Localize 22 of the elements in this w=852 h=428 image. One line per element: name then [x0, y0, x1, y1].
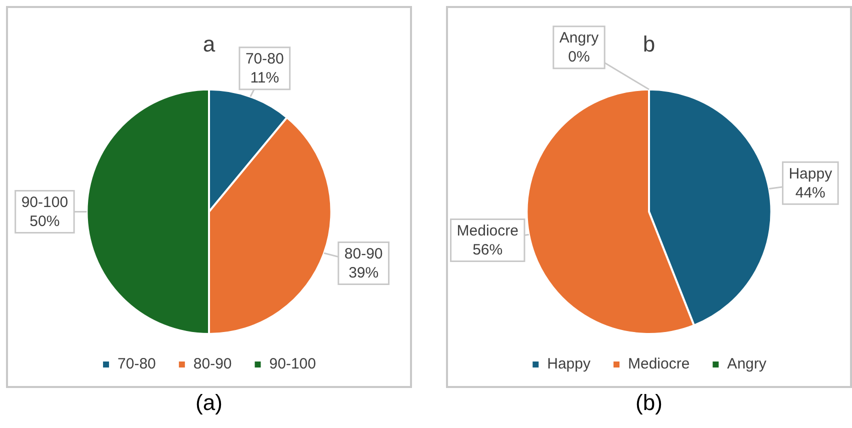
text: 0% — [568, 48, 590, 66]
legend-label: 80-90 — [193, 356, 232, 373]
data-label: 44% — [795, 184, 826, 202]
legend-label: Happy — [547, 356, 591, 373]
slice-label: 80-90 — [344, 245, 383, 262]
text: (b) — [634, 390, 664, 416]
legend-label: Mediocre — [628, 356, 690, 373]
slice-label: Mediocre — [456, 222, 518, 240]
slice-label: 90-100 — [21, 194, 68, 211]
data-label: 39% — [348, 264, 379, 282]
chart-title: b — [642, 31, 656, 56]
data-label: 11% — [250, 70, 280, 87]
chart-title: a — [202, 31, 216, 56]
text: (a) — [194, 390, 224, 416]
legend-label: 70-80 — [118, 356, 156, 373]
category-label: Angry — [559, 30, 599, 47]
slice-label: 70-80 — [245, 50, 284, 68]
data-label: 50% — [30, 212, 60, 230]
legend-label: 90-100 — [269, 356, 316, 373]
slice-label: Happy — [788, 165, 833, 182]
data-label: 56% — [472, 241, 503, 258]
legend-label: Angry — [727, 356, 767, 373]
